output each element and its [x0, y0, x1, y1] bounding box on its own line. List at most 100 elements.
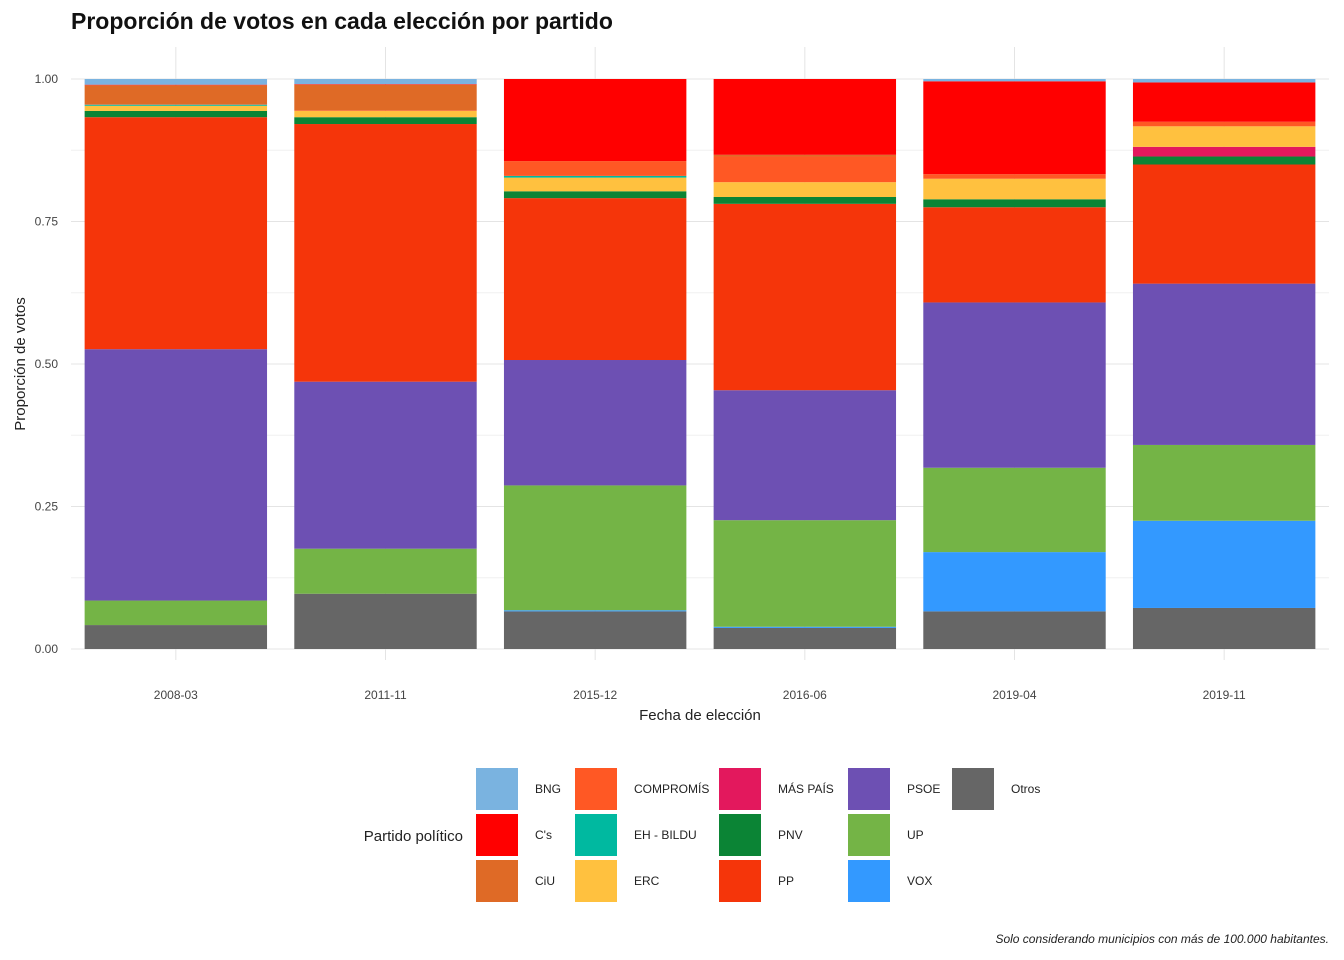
bar-segment — [84, 110, 268, 118]
bar-segment — [713, 627, 897, 649]
y-tick-label: 0.00 — [35, 642, 59, 656]
legend-label: ERC — [634, 874, 660, 888]
bar-segment — [713, 626, 897, 628]
bar-segment — [503, 360, 687, 486]
bar-segment — [294, 593, 477, 649]
bar-segment — [503, 610, 687, 612]
legend-label: PSOE — [907, 782, 940, 796]
bar-segment — [294, 84, 477, 85]
legend-label: COMPROMÍS — [634, 781, 709, 796]
bar-segment — [1132, 79, 1316, 83]
bar-segment — [923, 467, 1106, 553]
bar-segment — [1132, 156, 1316, 165]
bar-segment — [503, 191, 687, 199]
bar-segment — [923, 611, 1106, 649]
bar-segment — [1132, 283, 1316, 445]
bar-segment — [503, 177, 687, 192]
bar-segment — [294, 84, 477, 111]
bar-segment — [84, 625, 268, 649]
bar-segment — [713, 203, 897, 391]
bar-segment — [503, 161, 687, 176]
bar-segment — [503, 611, 687, 649]
legend-key — [719, 768, 761, 810]
bar-segment — [923, 79, 1106, 82]
x-axis-ticks: 2008-03 2011-11 2015-12 2016-06 2019-04 2019-… — [154, 688, 1246, 702]
y-axis-title: Proporción de votos — [12, 297, 29, 430]
legend-key — [476, 768, 518, 810]
legend-key — [476, 860, 518, 902]
legend-key — [719, 860, 761, 902]
bar-segment — [503, 175, 687, 178]
chart-title: Proporción de votos en cada elección por… — [71, 8, 613, 34]
bars — [84, 79, 1316, 649]
legend-key — [848, 768, 890, 810]
legend-label: PNV — [778, 828, 803, 842]
legend-label: UP — [907, 828, 924, 842]
bar-segment — [1132, 121, 1316, 127]
bar-segment — [1132, 82, 1316, 122]
bar-segment — [84, 104, 268, 106]
x-tick-label: 2016-06 — [783, 688, 827, 702]
bar-segment — [713, 79, 897, 155]
legend-label: C's — [535, 828, 552, 842]
bar-segment — [84, 79, 268, 85]
y-axis-ticks: 0.00 0.25 0.50 0.75 1.00 — [35, 72, 59, 656]
legend-key — [848, 860, 890, 902]
y-tick-label: 0.75 — [35, 215, 59, 229]
bar-segment — [1132, 444, 1316, 521]
bar-segment — [923, 81, 1106, 175]
bar-segment — [923, 199, 1106, 208]
x-tick-label: 2019-04 — [992, 688, 1036, 702]
bar-segment — [294, 124, 477, 382]
bar-segment — [923, 552, 1106, 612]
legend-label: CiU — [535, 874, 555, 888]
legend-title: Partido político — [364, 828, 463, 845]
legend-key — [575, 768, 617, 810]
legend-label: Otros — [1011, 782, 1040, 796]
bar-segment — [1132, 164, 1316, 284]
bar-segment — [84, 85, 268, 105]
x-axis-title: Fecha de elección — [639, 707, 761, 724]
bar-segment — [713, 520, 897, 627]
bar-segment — [84, 117, 268, 350]
bar-segment — [713, 390, 897, 521]
legend-label: VOX — [907, 874, 932, 888]
bar-segment — [294, 110, 477, 111]
bar-segment — [1132, 126, 1316, 147]
bar-segment — [84, 105, 268, 111]
bar-segment — [923, 207, 1106, 303]
chart-caption: Solo considerando municipios con más de … — [995, 932, 1329, 946]
legend-label: PP — [778, 874, 794, 888]
x-tick-label: 2015-12 — [573, 688, 617, 702]
bar-segment — [1132, 146, 1316, 157]
legend-key — [848, 814, 890, 856]
bar-segment — [294, 117, 477, 125]
bar-segment — [713, 182, 897, 197]
legend-key — [476, 814, 518, 856]
bar-segment — [503, 485, 687, 611]
bar-segment — [503, 79, 687, 162]
x-tick-label: 2008-03 — [154, 688, 198, 702]
bar-segment — [1132, 520, 1316, 608]
bar-segment — [294, 381, 477, 549]
bar-segment — [713, 196, 897, 204]
y-tick-label: 0.50 — [35, 357, 59, 371]
bar-segment — [503, 198, 687, 361]
bar-segment — [1132, 607, 1316, 649]
legend-label: MÁS PAÍS — [778, 781, 834, 796]
bar-segment — [713, 154, 897, 157]
legend-label: BNG — [535, 782, 561, 796]
bar-segment — [294, 110, 477, 118]
bar-segment — [923, 302, 1106, 468]
legend-key — [575, 860, 617, 902]
legend: BNG C's CiU COMPROMÍS EH - BILDU ERC MÁS PAÍS P… — [476, 768, 1040, 902]
bar-segment — [84, 349, 268, 601]
bar-segment — [923, 174, 1106, 179]
x-tick-label: 2019-11 — [1203, 688, 1246, 702]
bar-segment — [923, 178, 1106, 200]
bar-segment — [84, 104, 268, 105]
bar-segment — [84, 600, 268, 626]
bar-segment — [294, 79, 477, 85]
y-tick-label: 0.25 — [35, 500, 59, 514]
